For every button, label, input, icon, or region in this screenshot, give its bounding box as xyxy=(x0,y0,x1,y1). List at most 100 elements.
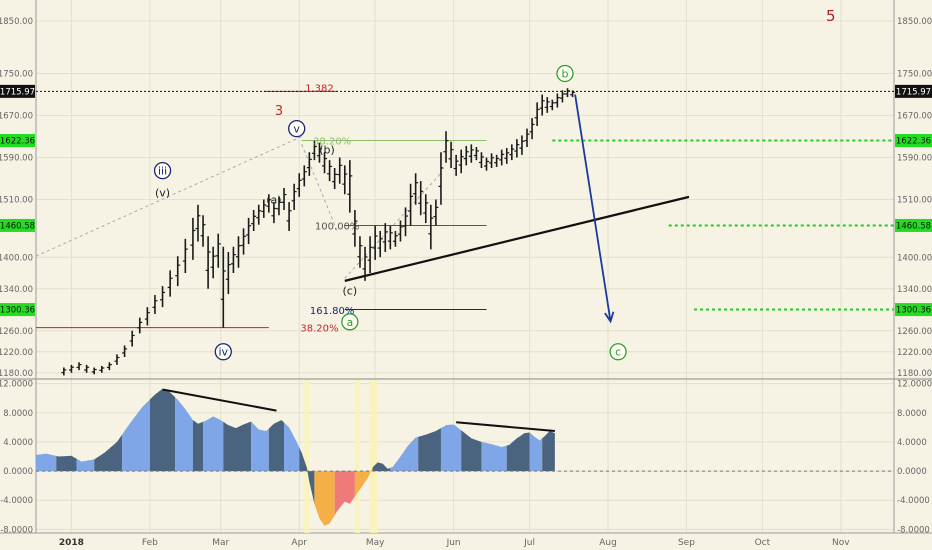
price-tag-left-bg xyxy=(0,303,35,317)
price-bar xyxy=(418,181,424,216)
price-tag-left: 1460.58 xyxy=(0,221,35,231)
trendline xyxy=(344,195,690,282)
price-bar xyxy=(463,145,469,166)
price-bar xyxy=(327,160,333,182)
osc-tick-right: 12.0000 xyxy=(897,380,932,390)
osc-highlight-band xyxy=(370,380,378,533)
wave-label: b xyxy=(561,67,568,80)
price-bar xyxy=(554,93,560,108)
oscillator-band xyxy=(284,422,300,472)
price-bar xyxy=(570,90,576,98)
wave-label: a xyxy=(346,316,353,329)
projection-arrow-head xyxy=(604,311,615,324)
time-tick: Sep xyxy=(678,538,695,548)
price-bar xyxy=(392,231,398,247)
time-tick: Feb xyxy=(142,538,158,548)
price-bar xyxy=(91,367,97,375)
price-bar xyxy=(565,88,571,98)
wave-label: 38.20% xyxy=(313,136,351,147)
osc-tick-left: 0.0000 xyxy=(3,467,33,477)
oscillator-band xyxy=(440,424,462,472)
price-bar xyxy=(473,147,479,161)
osc-tick-right: 0.0000 xyxy=(897,467,927,477)
price-bar xyxy=(443,131,449,163)
price-bar xyxy=(524,128,530,147)
wave-label-circle xyxy=(214,343,232,361)
price-bar xyxy=(200,215,206,247)
oscillator-band xyxy=(334,471,355,516)
oscillator-band xyxy=(268,420,285,472)
divergence-line xyxy=(162,388,277,412)
osc-tick-left: -8.0000 xyxy=(0,525,33,535)
oscillator-band xyxy=(223,421,252,472)
price-tag-right: 1715.97 xyxy=(896,87,931,97)
price-bar xyxy=(61,367,67,376)
price-tag-left-bg xyxy=(0,218,35,232)
price-tick-left: 1750.00 xyxy=(0,70,33,80)
price-bar xyxy=(514,139,520,158)
price-bar xyxy=(261,199,267,218)
price-bar xyxy=(251,210,257,231)
oscillator-band xyxy=(203,416,224,472)
price-bar xyxy=(235,236,241,268)
price-bar xyxy=(291,183,297,210)
price-tick-left: 1510.00 xyxy=(0,196,33,206)
price-bar xyxy=(478,152,484,168)
oscillator-band xyxy=(149,388,176,472)
price-bar xyxy=(256,204,262,225)
price-bar xyxy=(230,246,236,273)
wave-label-circle xyxy=(288,119,306,138)
price-bar xyxy=(377,231,383,258)
price-bar xyxy=(509,144,515,161)
price-bar xyxy=(220,246,226,328)
price-bar xyxy=(76,362,82,371)
oscillator-band xyxy=(56,455,77,472)
price-bar xyxy=(316,142,322,163)
price-bar xyxy=(152,295,158,314)
price-tag-left-bg xyxy=(0,134,35,148)
price-bar xyxy=(195,204,201,242)
osc-tick-left: -4.0000 xyxy=(0,496,33,506)
price-bar xyxy=(84,364,90,373)
price-bar xyxy=(68,364,74,373)
price-bar xyxy=(190,217,196,260)
price-bar xyxy=(281,187,287,210)
oscillator-band xyxy=(175,397,193,472)
wave-label: 38.20% xyxy=(300,324,338,335)
price-bar xyxy=(403,207,409,237)
oscillator-band xyxy=(418,428,441,472)
price-tag-right: 1622.36 xyxy=(896,137,931,147)
price-bar xyxy=(428,204,434,250)
price-bar xyxy=(215,233,221,268)
time-tick: Apr xyxy=(291,538,307,548)
price-bar xyxy=(182,238,188,273)
wave-label: 5 xyxy=(826,7,836,25)
wave-label: 3 xyxy=(275,104,283,119)
price-bar xyxy=(413,173,419,205)
annotation-labels-layer: 5 3 1.382 v iii iv (v) (b) (a) (c) 38.20% 100.00% 16… xyxy=(153,7,836,361)
wave-label: (a) xyxy=(266,193,281,206)
price-tag-left: 1622.36 xyxy=(0,137,35,147)
price-bar xyxy=(448,141,454,168)
price-bar xyxy=(382,223,388,252)
price-bar xyxy=(489,153,495,168)
price-tag-right-bg xyxy=(895,303,932,317)
price-bar xyxy=(549,99,555,111)
price-tick-right: 1510.00 xyxy=(897,196,932,206)
price-bar xyxy=(504,148,510,164)
price-bar xyxy=(311,140,317,161)
price-bar xyxy=(529,118,535,140)
price-bar xyxy=(499,149,505,166)
oscillator-band xyxy=(122,399,150,472)
price-tag-left: 1300.36 xyxy=(0,306,35,316)
time-tick: Mar xyxy=(212,538,229,548)
price-bars-layer xyxy=(61,88,576,376)
wave-label: 1.382 xyxy=(305,83,334,94)
osc-tick-right: -8.0000 xyxy=(897,525,930,535)
osc-tick-right: 4.0000 xyxy=(897,438,927,448)
price-bar xyxy=(99,365,105,373)
price-bar xyxy=(433,199,439,226)
price-bar xyxy=(408,183,414,226)
price-tick-left: 1340.00 xyxy=(0,285,33,295)
price-tag-left-bg xyxy=(0,84,35,98)
